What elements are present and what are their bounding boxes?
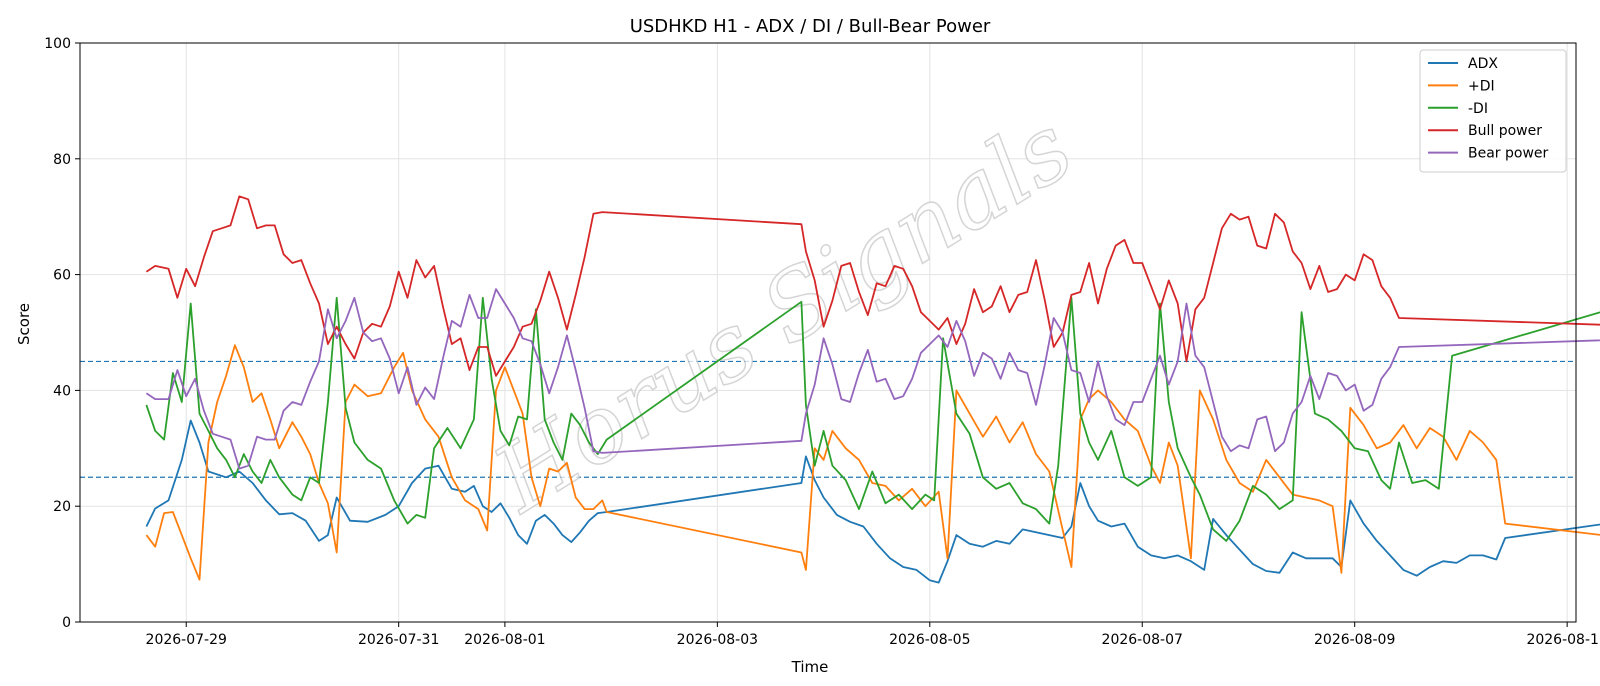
legend-label: Bear power — [1468, 146, 1549, 162]
series-lines — [145, 195, 1600, 584]
series-line-di — [145, 296, 1600, 542]
series-line-bear-power — [145, 288, 1600, 470]
x-tick-label: 2026-08-09 — [1314, 632, 1395, 648]
x-tick-label: 2026-08-03 — [677, 632, 758, 648]
series-line-adx — [145, 419, 1600, 584]
legend-label: +DI — [1468, 78, 1495, 94]
y-tick-label: 40 — [53, 383, 71, 399]
x-axis-label: Time — [791, 658, 829, 676]
x-tick-label: 2026-07-31 — [358, 632, 439, 648]
y-axis-label: Score — [15, 303, 33, 345]
x-tick-label: 2026-07-29 — [146, 632, 227, 648]
plot-frame — [79, 42, 1577, 623]
x-tick-label: 2026-08-11 — [1526, 632, 1600, 648]
y-tick-label: 100 — [44, 36, 71, 52]
threshold-lines — [80, 360, 1576, 478]
legend-box — [1419, 49, 1567, 173]
y-tick-label: 80 — [53, 152, 71, 168]
series-line-bull-power — [145, 195, 1600, 377]
legend: ADX +DI -DI Bull power Bear power — [1419, 49, 1567, 173]
x-tick-label: 2026-08-01 — [464, 632, 545, 648]
y-axis: 0 20 40 60 80 100 — [44, 36, 80, 631]
y-tick-label: 0 — [62, 615, 71, 631]
x-tick-label: 2026-08-05 — [889, 632, 970, 648]
y-tick-label: 20 — [53, 499, 71, 515]
legend-label: ADX — [1468, 56, 1498, 72]
legend-label: Bull power — [1468, 123, 1542, 139]
legend-label: -DI — [1468, 101, 1488, 117]
x-tick-label: 2026-08-07 — [1102, 632, 1183, 648]
chart-title: USDHKD H1 - ADX / DI / Bull-Bear Power — [630, 16, 991, 37]
y-tick-label: 60 — [53, 268, 71, 284]
x-axis: 2026-07-29 2026-07-31 2026-08-01 2026-08-03… — [146, 622, 1600, 648]
